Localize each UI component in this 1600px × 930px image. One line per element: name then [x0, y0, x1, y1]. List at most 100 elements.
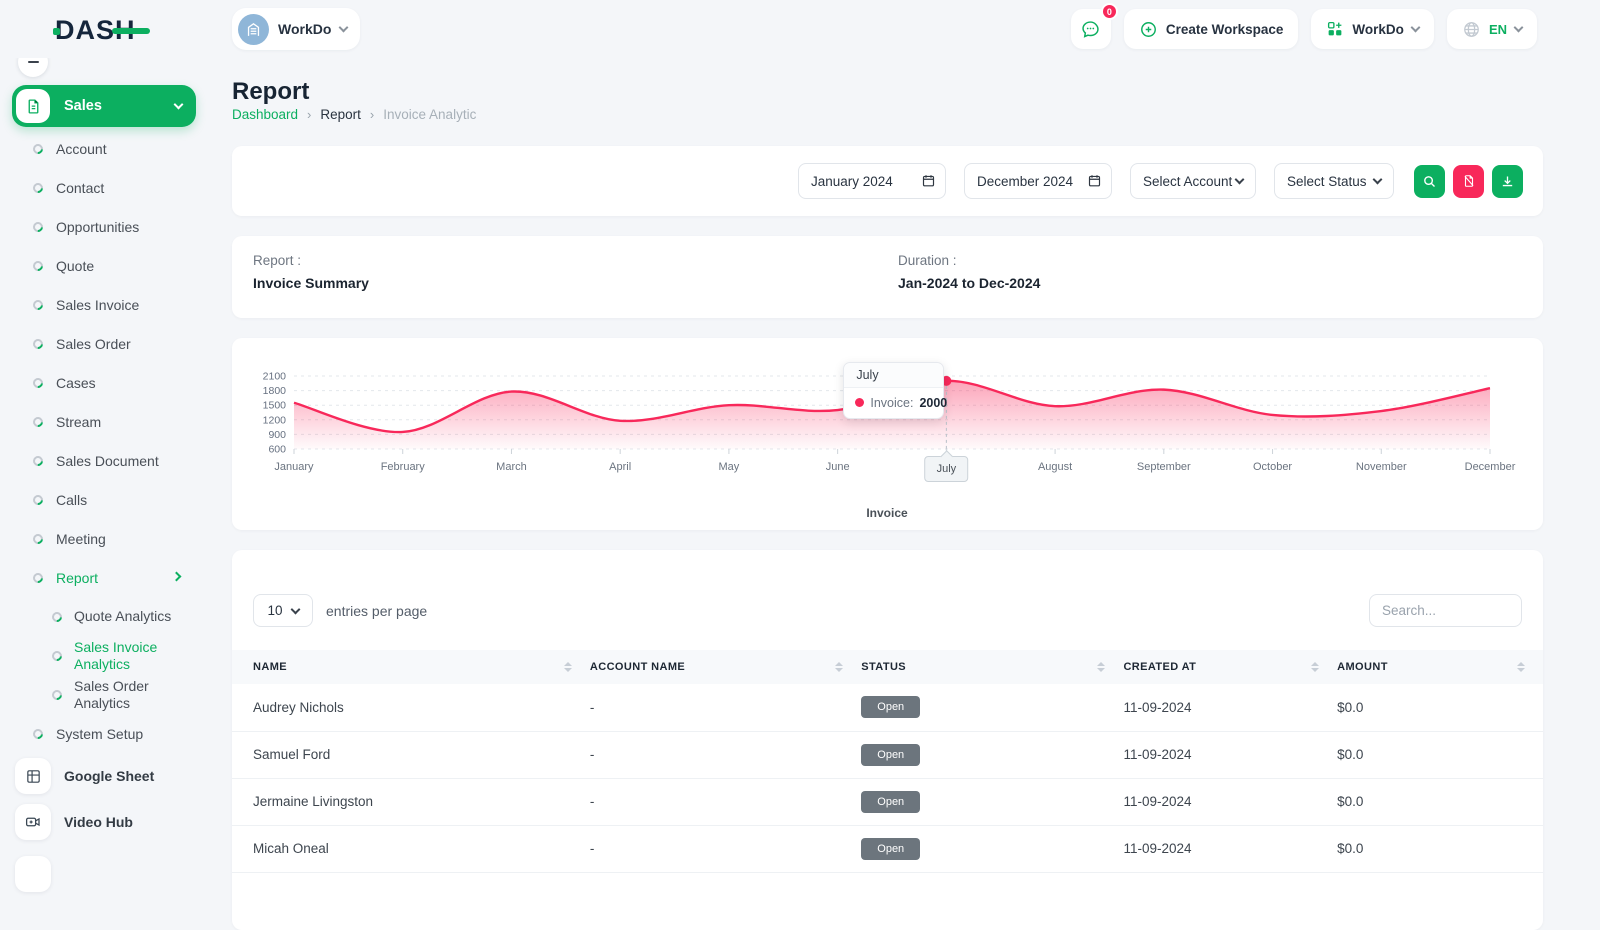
logo-dot [53, 28, 60, 35]
circle-bullet-icon [30, 336, 46, 351]
sidebar-item-google-sheet[interactable]: Google Sheet [15, 758, 208, 794]
sidebar-item[interactable]: Sales Invoice [0, 285, 208, 324]
sort-icon[interactable] [1517, 662, 1525, 672]
sidebar-item-video-hub[interactable]: Video Hub [15, 804, 208, 840]
sidebar-group-sales[interactable]: Sales [12, 85, 196, 127]
sort-icon[interactable] [563, 662, 572, 672]
sidebar-item[interactable]: Sales Order [0, 324, 208, 363]
language-label: EN [1488, 21, 1507, 37]
cell-status: Open [861, 825, 1124, 873]
sidebar-item-report[interactable]: Report [0, 558, 208, 597]
end-month-input[interactable] [964, 163, 1112, 199]
sidebar-item-system-setup[interactable]: System Setup [0, 714, 208, 753]
sidebar-item-label: Contact [56, 179, 105, 196]
table-row[interactable]: Audrey Nichols - Open 11-09-2024 $0.0 [232, 684, 1543, 732]
cell-created-at: 11-09-2024 [1123, 778, 1338, 826]
table-row[interactable]: Micah Oneal - Open 11-09-2024 $0.0 [232, 825, 1543, 873]
report-value: Invoice Summary [253, 275, 369, 291]
svg-text:1200: 1200 [263, 414, 287, 426]
cell-created-at: 11-09-2024 [1123, 684, 1338, 732]
entries-per-page-select[interactable]: 10 [253, 594, 313, 627]
circle-bullet-icon [49, 609, 65, 624]
start-month-field [798, 163, 946, 199]
start-month-input[interactable] [798, 163, 946, 199]
select-account-dropdown[interactable]: Select Account [1130, 163, 1256, 199]
chevron-down-icon [173, 99, 184, 110]
apply-filter-button[interactable] [1414, 164, 1445, 198]
report-summary-block: Report : Invoice Summary [253, 253, 898, 301]
column-header-created-at[interactable]: CREATED AT [1123, 650, 1338, 684]
sidebar-item[interactable]: Quote [0, 246, 208, 285]
sidebar-item-label: Report [56, 569, 99, 586]
table-row[interactable]: Jermaine Livingston - Open 11-09-2024 $0… [232, 778, 1543, 826]
circle-bullet-icon [30, 180, 46, 195]
select-account-value: Select Account [1143, 173, 1233, 189]
plus-circle-icon [1140, 21, 1156, 37]
circle-bullet-icon [30, 726, 46, 741]
breadcrumb-report[interactable]: Report [320, 107, 361, 122]
chevron-down-icon [1410, 22, 1421, 33]
report-submenu-item[interactable]: Sales Invoice Analytics [49, 636, 208, 675]
sidebar-item-partial[interactable] [15, 856, 208, 892]
chart-legend: Invoice [866, 506, 908, 520]
chat-icon [1082, 20, 1100, 38]
workspace-name: WorkDo [278, 21, 332, 37]
workspace-avatar [238, 13, 269, 45]
breadcrumb-dashboard[interactable]: Dashboard [232, 107, 299, 122]
tooltip-series-label: Invoice: [870, 395, 914, 410]
sidebar-item[interactable]: Contact [0, 168, 208, 207]
sort-icon[interactable] [835, 662, 844, 672]
cell-account-name: - [589, 684, 862, 732]
table-search-input[interactable] [1369, 594, 1522, 627]
table-row[interactable]: Samuel Ford - Open 11-09-2024 $0.0 [232, 731, 1543, 779]
sidebar-item-label: Sales Invoice [56, 296, 140, 313]
download-button[interactable] [1492, 164, 1523, 198]
select-status-value: Select Status [1287, 173, 1367, 189]
column-header-name[interactable]: NAME [232, 650, 590, 684]
column-header-status[interactable]: STATUS [861, 650, 1124, 684]
cell-created-at: 11-09-2024 [1123, 825, 1338, 873]
workspace-menu-button[interactable]: WorkDo [1311, 9, 1434, 49]
app-label: Google Sheet [64, 768, 155, 784]
top-header: DASH WorkDo 0 Create Workspace WorkDo EN [0, 0, 1600, 58]
sidebar-menu: Account Contact Opportunities Quote Sale… [0, 129, 208, 558]
select-status-dropdown[interactable]: Select Status [1274, 163, 1394, 199]
column-header-amount[interactable]: AMOUNT [1337, 650, 1543, 684]
page-title: Report [232, 78, 310, 105]
sidebar-item[interactable]: Sales Document [0, 441, 208, 480]
column-header-account-name[interactable]: ACCOUNT NAME [589, 650, 862, 684]
svg-text:January: January [274, 461, 314, 473]
status-badge: Open [861, 837, 921, 860]
circle-bullet-icon [30, 258, 46, 273]
sidebar-item[interactable]: Opportunities [0, 207, 208, 246]
workspace-menu-label: WorkDo [1352, 21, 1404, 37]
reset-filter-button[interactable] [1453, 164, 1484, 198]
sidebar-item[interactable]: Meeting [0, 519, 208, 558]
globe-icon [1464, 21, 1479, 37]
app-label: Video Hub [64, 814, 133, 830]
report-submenu-item[interactable]: Sales Order Analytics [49, 675, 208, 714]
chart-tooltip: July Invoice: 2000 [843, 361, 948, 419]
report-submenu-item[interactable]: Quote Analytics [49, 597, 208, 636]
messages-button[interactable]: 0 [1070, 3, 1118, 49]
sidebar-item-label: Quote [56, 257, 95, 274]
status-badge: Open [861, 743, 921, 766]
circle-bullet-icon [30, 492, 46, 507]
language-selector[interactable]: EN [1446, 9, 1537, 49]
circle-bullet-icon [30, 453, 46, 468]
sort-icon[interactable] [1311, 662, 1320, 672]
sidebar-item[interactable]: Account [0, 129, 208, 168]
sort-icon[interactable] [1097, 662, 1106, 672]
create-workspace-button[interactable]: Create Workspace [1123, 9, 1299, 49]
x-axis-highlighted-label: July [924, 456, 969, 482]
sidebar-item[interactable]: Stream [0, 402, 208, 441]
sidebar-group-label: Sales [64, 98, 102, 114]
create-workspace-label: Create Workspace [1165, 21, 1284, 37]
svg-text:May: May [719, 461, 740, 473]
sidebar-item[interactable]: Cases [0, 363, 208, 402]
sidebar-item-label: Opportunities [56, 218, 140, 235]
sidebar-item[interactable]: Calls [0, 480, 208, 519]
circle-bullet-icon [30, 141, 46, 156]
workspace-selector[interactable]: WorkDo [232, 8, 361, 50]
tooltip-value: 2000 [919, 395, 948, 410]
